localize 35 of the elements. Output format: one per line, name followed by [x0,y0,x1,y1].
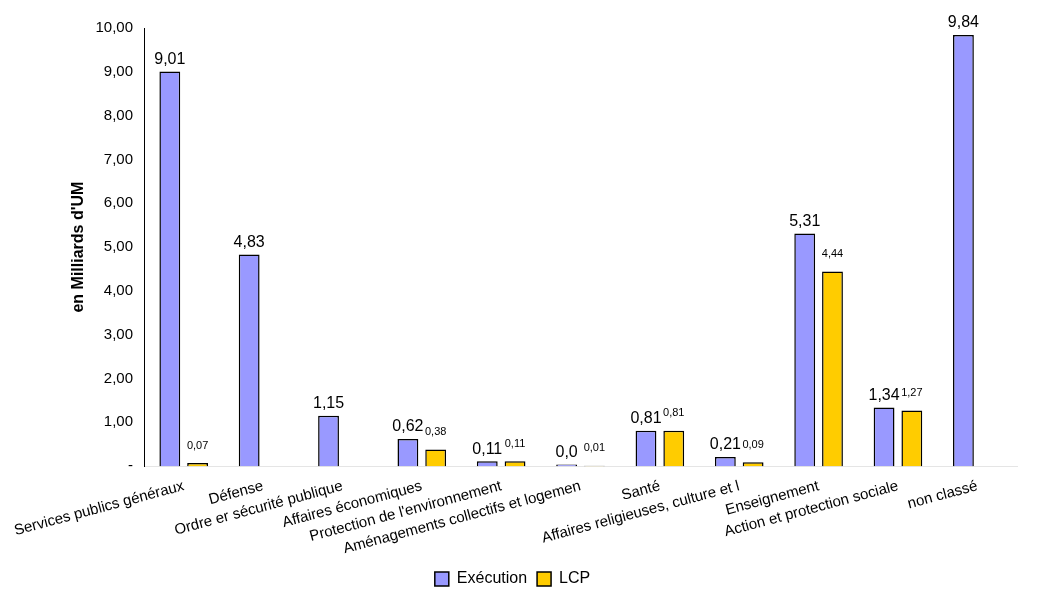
y-tick-label: 2,00 [103,368,134,386]
y-tick-label: - [128,456,134,474]
y-tick-label: 6,00 [103,193,134,211]
data-label: 0,09 [742,437,764,450]
data-label: 5,31 [789,211,821,229]
y-tick-label: 3,00 [103,324,134,342]
data-label: 0,11 [504,436,526,449]
data-label: 0,07 [186,438,209,451]
data-label: 0,81 [663,406,685,419]
data-label: 0,11 [472,439,503,457]
data-label: 0,21 [709,435,742,453]
x-tick-label: non classé [905,476,980,512]
legend-label: LCP [559,569,591,587]
y-tick-label: 7,00 [103,149,134,167]
data-label: 0,81 [630,409,662,427]
data-label: 0,01 [583,441,606,454]
legend-label: Exécution [456,569,528,587]
data-label: 4,44 [821,247,844,260]
y-tick-label: 1,00 [103,412,134,430]
data-label: 0,0 [555,442,578,460]
data-label: 0,62 [392,417,424,435]
y-axis-title: en Milliards d'UM [69,181,87,313]
data-label: 9,84 [947,13,980,31]
y-tick-label: 10,00 [95,18,134,36]
y-tick-label: 8,00 [103,105,134,123]
x-tick-label: Santé [619,476,662,503]
data-label: 1,34 [868,385,900,403]
y-tick-label: 4,00 [103,281,134,299]
data-label: 1,27 [901,386,923,399]
y-tick-label: 5,00 [103,237,134,255]
data-label: 9,01 [154,49,186,67]
data-label: 4,83 [233,232,265,250]
data-label: 0,38 [424,425,447,438]
data-label: 1,15 [312,394,345,412]
y-tick-label: 9,00 [103,61,134,79]
